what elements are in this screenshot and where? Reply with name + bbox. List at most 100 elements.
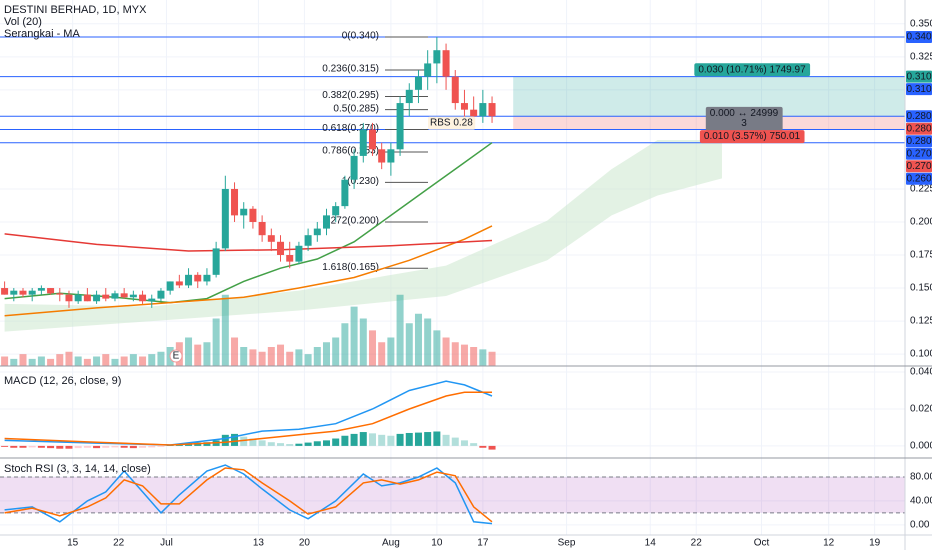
volume-bar bbox=[387, 337, 395, 366]
y-tick-label: 0.020 bbox=[910, 404, 932, 415]
fib-label: 0.382(0.295) bbox=[322, 90, 379, 101]
volume-bar bbox=[74, 356, 82, 366]
x-tick-label: 12 bbox=[823, 538, 835, 549]
cloud bbox=[4, 140, 722, 332]
volume-bar bbox=[414, 313, 422, 366]
candle-body bbox=[387, 149, 395, 163]
volume-bar bbox=[249, 349, 257, 366]
macd-bar bbox=[359, 432, 367, 446]
macd-bar bbox=[157, 445, 165, 447]
candle-body bbox=[304, 235, 312, 246]
volume-bar bbox=[258, 351, 266, 366]
macd-bar bbox=[37, 445, 45, 448]
macd-bar bbox=[387, 435, 395, 446]
candle-body bbox=[231, 188, 239, 216]
price-label: 0.310 bbox=[906, 84, 931, 95]
y-tick-label: 0.125 bbox=[910, 316, 932, 327]
macd-bar bbox=[368, 433, 376, 446]
macd-bar bbox=[304, 442, 312, 446]
x-tick-label: 22 bbox=[113, 538, 125, 549]
fib-label: 0.618(0.270) bbox=[322, 123, 379, 134]
volume-bar bbox=[203, 342, 211, 366]
macd-bar bbox=[28, 445, 36, 448]
earnings-marker bbox=[169, 349, 183, 363]
price-label: 0.280 bbox=[906, 136, 931, 147]
volume-bar bbox=[424, 318, 432, 366]
candle-body bbox=[212, 248, 220, 275]
volume-bar bbox=[19, 354, 27, 366]
volume-bar bbox=[359, 318, 367, 366]
candle-body bbox=[240, 208, 248, 216]
candle-body bbox=[19, 290, 27, 295]
macd-bar bbox=[93, 445, 101, 449]
volume-bar bbox=[47, 358, 55, 366]
volume-bar bbox=[83, 358, 91, 366]
volume-bar bbox=[212, 318, 220, 366]
indicator-label: Serangkai - MA bbox=[4, 28, 80, 40]
candle-body bbox=[157, 290, 165, 299]
x-tick-label: 14 bbox=[645, 538, 657, 549]
entry-label: 0.000 ↔ 24999 bbox=[710, 108, 779, 119]
macd-bar bbox=[129, 445, 137, 449]
candle-body bbox=[47, 288, 55, 294]
macd-bar bbox=[378, 434, 386, 446]
volume-bar bbox=[470, 347, 478, 366]
volume-bar bbox=[37, 356, 45, 366]
candle-body bbox=[56, 293, 64, 295]
macd-bar bbox=[451, 437, 459, 446]
candle-body bbox=[139, 294, 147, 302]
volume-bar bbox=[332, 337, 340, 366]
macd-bar bbox=[396, 433, 404, 446]
volume-bar bbox=[240, 347, 248, 366]
price-label: 0.310 bbox=[906, 71, 931, 82]
volume-bar bbox=[322, 342, 330, 366]
candle-body bbox=[414, 76, 422, 90]
price-label-box bbox=[906, 70, 932, 83]
macd-bar bbox=[65, 445, 73, 449]
line bbox=[4, 464, 493, 525]
volume-bar bbox=[102, 354, 110, 366]
fib-label: 1(0.230) bbox=[342, 176, 379, 187]
y-tick-label: 0.225 bbox=[910, 184, 932, 195]
fib-label: 0(0.340) bbox=[342, 31, 379, 42]
x-tick-label: 19 bbox=[869, 538, 881, 549]
y-tick-label: 0.00 bbox=[910, 519, 930, 530]
fib-label: 0.786(0.253) bbox=[322, 146, 379, 157]
macd-bar bbox=[414, 432, 422, 446]
volume-bar bbox=[185, 337, 193, 366]
candle-body bbox=[129, 294, 137, 298]
volume-bar bbox=[341, 323, 349, 366]
candle-body bbox=[479, 103, 487, 117]
candle-body bbox=[258, 221, 266, 236]
macd-bar bbox=[148, 445, 156, 448]
x-tick-label: 15 bbox=[67, 538, 79, 549]
candle-body bbox=[295, 245, 303, 262]
line bbox=[4, 467, 493, 523]
macd-bar bbox=[258, 440, 266, 446]
annotation: RBS 0.28 bbox=[430, 118, 473, 129]
macd-bar bbox=[405, 432, 413, 446]
line bbox=[4, 225, 493, 317]
macd-bar bbox=[47, 445, 55, 449]
macd-bar bbox=[240, 436, 248, 446]
macd-bar bbox=[74, 445, 82, 449]
fib-label: 1.272(0.200) bbox=[322, 216, 379, 227]
band bbox=[0, 476, 905, 513]
volume-bar bbox=[56, 354, 64, 366]
y-tick-label: 0.040 bbox=[910, 367, 932, 378]
macd-bar bbox=[139, 445, 147, 448]
annotation-box bbox=[428, 116, 476, 130]
x-tick-label: Jul bbox=[160, 538, 173, 549]
macd-bar bbox=[203, 442, 211, 446]
price-label: 0.270 bbox=[906, 161, 931, 172]
line bbox=[4, 233, 493, 252]
price-label-box bbox=[906, 135, 932, 148]
indicator-label: Stoch RSI (3, 3, 14, 14, close) bbox=[4, 463, 151, 475]
volume-bar bbox=[221, 294, 229, 366]
y-tick-label: 0.200 bbox=[910, 217, 932, 228]
candle-body bbox=[166, 281, 174, 291]
macd-bar bbox=[56, 445, 64, 449]
target-label: 0.030 (10.71%) 1749.97 bbox=[698, 64, 806, 75]
